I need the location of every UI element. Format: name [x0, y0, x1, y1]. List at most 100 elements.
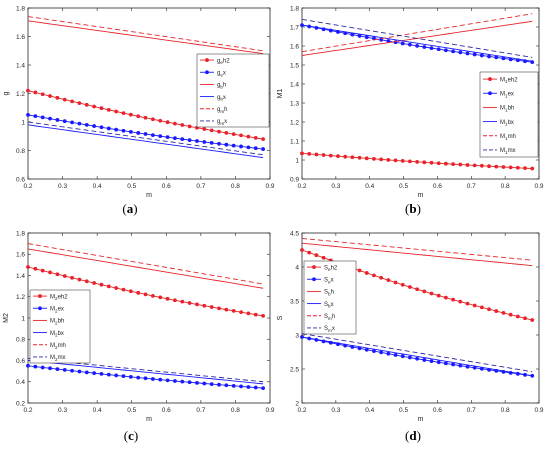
series-point-g_eh2 — [84, 102, 89, 107]
series-point-S_ex — [415, 356, 420, 361]
series-point-S_eh2 — [508, 312, 513, 317]
series-point-M2eh2 — [246, 311, 251, 316]
series-point-S_eh2 — [458, 299, 463, 304]
series-point-M2ex — [55, 367, 60, 372]
series-point-M2ex — [224, 383, 229, 388]
series-point-M2eh2 — [99, 282, 104, 287]
series-point-S_ex — [364, 347, 369, 352]
series-point-M1eh2 — [350, 155, 355, 160]
series-point-S_eh2 — [300, 248, 304, 252]
x-tick-label: 0.4 — [365, 183, 374, 190]
series-point-M2eh2 — [173, 298, 177, 303]
series-point-M2eh2 — [209, 305, 214, 309]
series-point-M1ex — [458, 50, 463, 55]
series-point-g_eh2 — [128, 112, 133, 117]
series-point-g_ex — [165, 135, 170, 140]
series-point-M2ex — [128, 374, 133, 379]
series-point-g_ex — [84, 122, 89, 127]
series-point-g_eh2 — [253, 135, 258, 140]
series-point-g_eh2 — [246, 134, 251, 139]
panel-label: (c) — [124, 428, 138, 443]
x-axis-label: m — [146, 192, 152, 199]
series-point-g_eh2 — [209, 128, 214, 133]
series-point-M2ex — [143, 376, 148, 381]
series-point-M2eh2 — [62, 274, 67, 278]
series-line-S_mh — [301, 237, 533, 261]
x-tick-label: 0.4 — [93, 183, 102, 190]
x-tick-label: 0.6 — [433, 183, 442, 190]
x-tick-label: 0.5 — [127, 407, 136, 414]
x-tick-label: 0.7 — [467, 407, 476, 414]
series-point-S_ex — [357, 346, 362, 351]
x-tick-label: 0.3 — [58, 407, 67, 414]
series-point-M1ex — [451, 49, 455, 54]
series-point-g_eh2 — [165, 120, 170, 125]
series-point-M1ex — [479, 53, 484, 58]
y-tick-label: 3.5 — [290, 298, 299, 305]
series-point-M1ex — [350, 32, 355, 37]
series-point-S_eh2 — [321, 255, 326, 260]
series-point-S_ex — [443, 361, 448, 366]
series-point-M1eh2 — [393, 158, 398, 163]
series-point-M1eh2 — [300, 151, 304, 156]
series-point-M2eh2 — [77, 277, 82, 282]
series-point-M2ex — [253, 385, 258, 390]
series-line-g_bh — [27, 20, 264, 55]
series-point-S_eh2 — [400, 282, 405, 287]
series-point-M2ex — [26, 363, 30, 368]
legend-entry-label: M2mx — [50, 355, 66, 362]
series-point-M1eh2 — [494, 164, 499, 169]
series-point-M2ex — [114, 373, 119, 378]
legend-box — [303, 260, 357, 335]
legend-marker — [38, 294, 42, 298]
series-point-S_eh2 — [393, 280, 398, 285]
x-tick-label: 0.5 — [127, 183, 136, 190]
series-point-g_eh2 — [40, 92, 45, 97]
series-point-M1eh2 — [415, 159, 420, 164]
series-point-M2ex — [150, 377, 155, 381]
series-point-g_ex — [40, 115, 45, 120]
series-point-M2eh2 — [106, 284, 111, 289]
series-point-M2eh2 — [48, 270, 52, 275]
series-point-S_ex — [386, 351, 391, 356]
x-tick-label: 0.5 — [399, 407, 408, 414]
series-point-M1eh2 — [400, 158, 405, 163]
y-tick-label: 4 — [295, 264, 299, 271]
series-point-g_eh2 — [106, 107, 111, 112]
x-tick-label: 0.2 — [297, 183, 306, 190]
series-point-S_eh2 — [408, 285, 412, 289]
y-tick-label: 1.2 — [290, 119, 299, 126]
series-point-M2eh2 — [202, 303, 207, 308]
series-point-M1ex — [465, 51, 470, 56]
series-point-g_eh2 — [26, 88, 30, 93]
series-point-g_ex — [173, 136, 177, 141]
series-point-g_ex — [253, 146, 258, 151]
y-tick-label: 1.2 — [16, 91, 25, 98]
series-point-M2eh2 — [239, 310, 243, 315]
series-point-g_ex — [136, 131, 141, 135]
x-tick-label: 0.9 — [265, 183, 274, 190]
series-point-M1eh2 — [429, 160, 434, 165]
series-point-M2ex — [246, 385, 251, 389]
series-point-g_ex — [99, 125, 104, 130]
x-tick-label: 0.4 — [365, 407, 374, 414]
legend-entry-label: M1mh — [500, 134, 516, 141]
series-point-M1eh2 — [364, 156, 369, 161]
series-point-M1eh2 — [372, 156, 376, 161]
chart-panel-c: 0.2 0.3 0.4 0.5 0.6 0.7 0.8 0.9 0.2 0.4 0.6 0.8 1 1.2… — [3, 230, 275, 443]
x-tick-label: 0.6 — [162, 407, 171, 414]
legend-entry-label: M1bh — [500, 106, 514, 113]
series-point-M1eh2 — [443, 161, 448, 166]
series-point-M2ex — [165, 378, 170, 383]
series-point-S_ex — [400, 354, 405, 359]
series-point-M1eh2 — [436, 161, 441, 166]
series-point-M1ex — [393, 40, 398, 45]
series-point-M1ex — [415, 43, 420, 48]
series-point-M2ex — [84, 370, 89, 375]
series-point-S_eh2 — [523, 316, 527, 321]
series-point-S_eh2 — [386, 278, 391, 283]
legend-box — [196, 53, 270, 128]
series-point-M1eh2 — [472, 163, 477, 168]
y-tick-label: 0.8 — [16, 148, 25, 155]
